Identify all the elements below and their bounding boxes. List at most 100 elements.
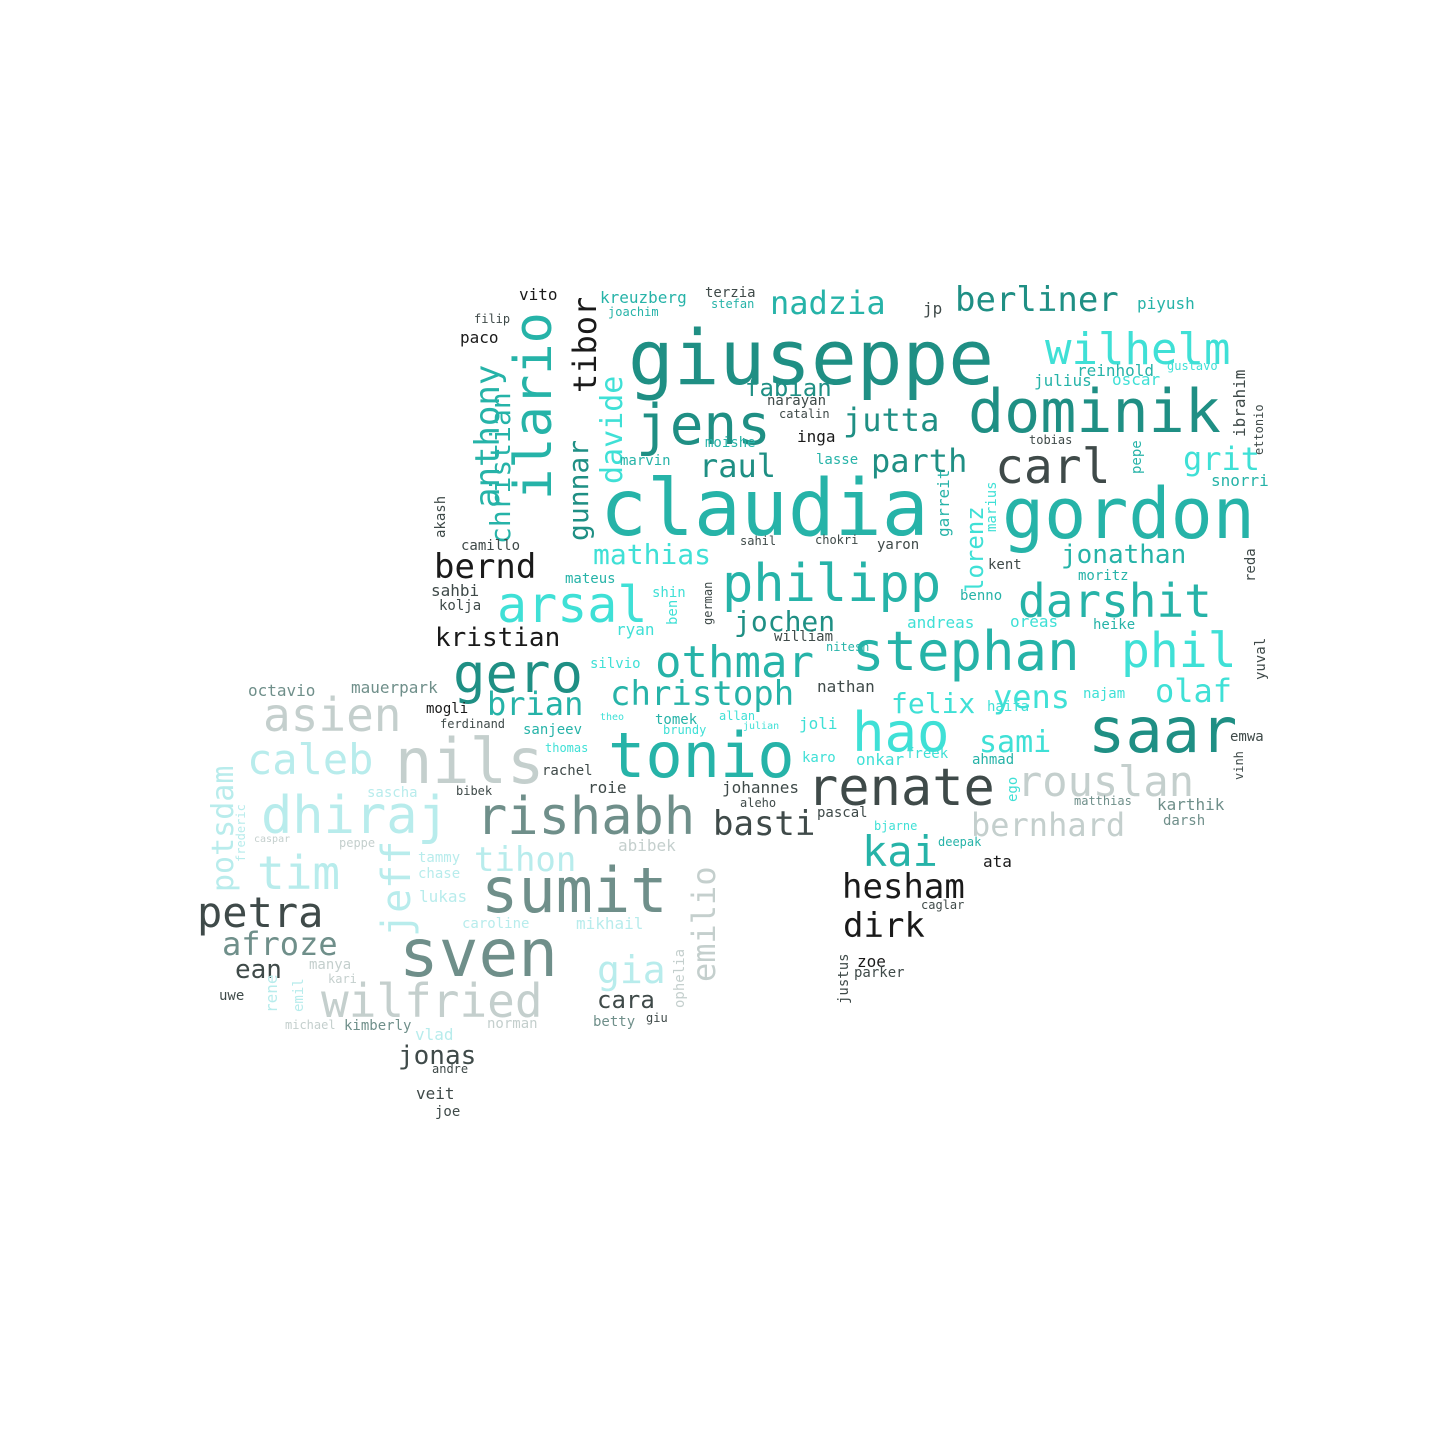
cloud-word: sven [399, 915, 558, 992]
cloud-word: mikhail [576, 914, 643, 933]
cloud-word: yaron [877, 537, 919, 553]
cloud-word: renate [807, 758, 995, 818]
cloud-word: andreas [907, 613, 974, 632]
cloud-word: sumit [481, 854, 668, 927]
cloud-word: zoe [857, 952, 886, 971]
cloud-word: parker [854, 965, 905, 981]
cloud-word: basti [713, 804, 815, 844]
cloud-word: tim [257, 846, 340, 900]
cloud-word: tihon [474, 840, 576, 880]
cloud-word: kari [328, 972, 357, 986]
cloud-word: snorri [1211, 471, 1269, 490]
cloud-word: tomek [655, 712, 698, 728]
cloud-word: ryan [616, 620, 655, 639]
cloud-word: berliner [955, 280, 1119, 320]
cloud-word: octavio [248, 681, 315, 700]
cloud-word: chase [418, 866, 460, 882]
cloud-word: oreas [1010, 612, 1058, 631]
cloud-word: gunnar [562, 440, 595, 541]
cloud-word: akash [433, 496, 449, 538]
cloud-word: heike [1093, 617, 1135, 633]
cloud-word: nitesh [826, 640, 869, 654]
cloud-word: benno [960, 588, 1002, 604]
cloud-word: dhiraj [261, 786, 449, 846]
cloud-word: kimberly [344, 1018, 411, 1034]
cloud-word: vito [519, 285, 558, 304]
cloud-word: catalin [779, 407, 830, 421]
cloud-word: ben [665, 600, 681, 625]
cloud-word: bernhard [971, 806, 1125, 844]
cloud-word: lukas [419, 887, 467, 906]
cloud-word: silvio [590, 656, 641, 672]
cloud-word: narayan [767, 393, 826, 409]
cloud-word: jutta [843, 401, 939, 439]
cloud-word: gia [597, 948, 666, 992]
cloud-word: giuseppe [628, 313, 994, 402]
cloud-word: marvin [620, 453, 671, 469]
cloud-word: camillo [461, 538, 520, 554]
cloud-word: bjarne [874, 819, 917, 833]
cloud-word: lasse [816, 452, 858, 468]
cloud-word: jochen [734, 605, 835, 638]
cloud-word: yens [993, 678, 1070, 716]
cloud-word: ettonio [1252, 404, 1266, 455]
cloud-word: pascal [817, 805, 868, 821]
cloud-word: nils [395, 725, 544, 798]
cloud-word: caroline [462, 916, 529, 932]
cloud-word: philipp [722, 554, 941, 614]
cloud-word: theo [600, 712, 624, 723]
cloud-word: gero [453, 642, 583, 705]
cloud-word: chokri [815, 533, 858, 547]
cloud-word: raul [699, 447, 776, 485]
cloud-word: haifa [987, 699, 1029, 715]
cloud-word: veit [416, 1084, 455, 1103]
cloud-word: stefan [711, 297, 754, 311]
cloud-word: yuval [1253, 638, 1269, 680]
cloud-word: justus [836, 953, 852, 1004]
cloud-word: sahil [740, 534, 776, 548]
cloud-word: olaf [1155, 672, 1232, 710]
cloud-word: shin [652, 585, 686, 601]
cloud-word: peppe [339, 836, 375, 850]
cloud-word: lorenz [961, 506, 989, 593]
cloud-word: gustavo [1167, 359, 1218, 373]
cloud-word: bibek [456, 784, 493, 798]
cloud-word: tonio [608, 719, 795, 792]
cloud-word: mogli [426, 701, 468, 717]
cloud-word: onkar [856, 750, 905, 769]
cloud-word: tibor [566, 297, 604, 393]
cloud-word: christian [484, 392, 517, 544]
cloud-word: ean [235, 955, 282, 985]
cloud-word: mathias [593, 538, 711, 571]
cloud-word: marius [984, 481, 1000, 532]
cloud-word: dirk [843, 906, 925, 946]
cloud-word: sami [979, 725, 1051, 760]
cloud-word: joe [435, 1104, 460, 1120]
cloud-word: vlad [415, 1025, 454, 1044]
cloud-word: vinh [1232, 751, 1246, 780]
cloud-word: jeff [374, 841, 420, 937]
cloud-word: jp [923, 299, 942, 318]
cloud-word: hesham [842, 867, 965, 907]
cloud-word: emil [291, 978, 307, 1012]
cloud-word: potsdam [206, 766, 241, 892]
cloud-word: tammy [418, 850, 460, 866]
cloud-word: uwe [219, 988, 244, 1004]
cloud-word: rene [262, 974, 281, 1013]
cloud-word: allan [719, 709, 755, 723]
cloud-word: ibrahim [1230, 370, 1249, 437]
cloud-word: kreuzberg [600, 288, 687, 307]
cloud-word: jonathan [1061, 540, 1186, 570]
cloud-word: ferdinand [440, 717, 505, 731]
cloud-word: joli [799, 714, 838, 733]
cloud-word: najam [1083, 686, 1125, 702]
cloud-word: darshit [1018, 574, 1212, 628]
cloud-word: frederic [234, 804, 248, 862]
cloud-word: darsh [1163, 813, 1205, 829]
cloud-word: oscar [1112, 370, 1161, 389]
cloud-word: jonas [398, 1041, 476, 1071]
cloud-word: inga [797, 427, 836, 446]
cloud-word: caspar [254, 834, 290, 845]
cloud-word: julius [1034, 371, 1092, 390]
cloud-word: ego [1005, 777, 1021, 802]
